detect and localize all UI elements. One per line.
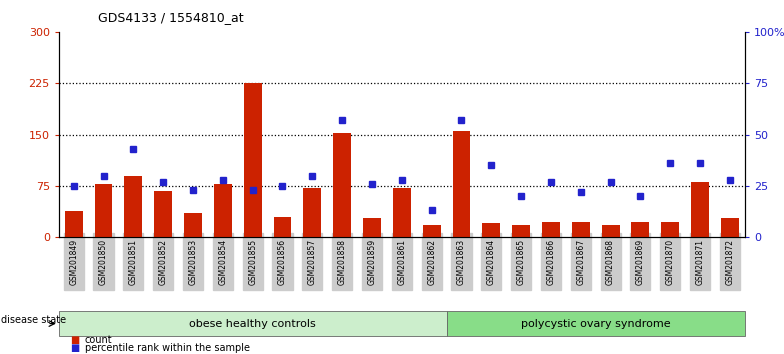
Bar: [452, 131, 470, 237]
Bar: [184, 213, 202, 237]
Bar: [721, 218, 739, 237]
Text: GDS4133 / 1554810_at: GDS4133 / 1554810_at: [98, 11, 244, 24]
Text: polycystic ovary syndrome: polycystic ovary syndrome: [521, 319, 670, 329]
Bar: [661, 222, 679, 237]
Text: ■: ■: [71, 343, 80, 353]
Bar: [512, 225, 530, 237]
Text: percentile rank within the sample: percentile rank within the sample: [85, 343, 249, 353]
Bar: [95, 184, 112, 237]
Bar: [631, 222, 649, 237]
Bar: [542, 222, 560, 237]
Bar: [65, 211, 82, 237]
Text: ■: ■: [71, 335, 80, 345]
Text: disease state: disease state: [1, 315, 66, 325]
Bar: [423, 225, 441, 237]
Bar: [691, 182, 709, 237]
Bar: [601, 225, 619, 237]
Text: obese healthy controls: obese healthy controls: [189, 319, 316, 329]
Bar: [125, 176, 143, 237]
Bar: [572, 222, 590, 237]
Bar: [393, 188, 411, 237]
Bar: [244, 83, 262, 237]
Bar: [482, 223, 500, 237]
Bar: [303, 188, 321, 237]
Bar: [363, 218, 381, 237]
Bar: [154, 191, 172, 237]
Bar: [333, 133, 351, 237]
Bar: [214, 184, 232, 237]
Bar: [274, 217, 292, 237]
Text: count: count: [85, 335, 112, 345]
